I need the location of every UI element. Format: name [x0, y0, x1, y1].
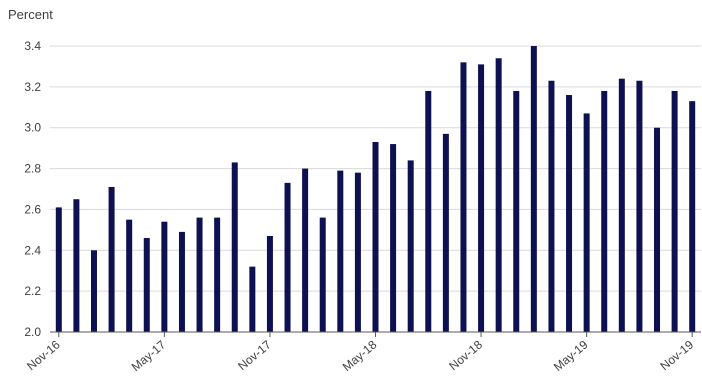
bar [566, 95, 573, 332]
y-tick-label: 3.0 [24, 121, 41, 135]
x-tick-label: May-18 [340, 337, 380, 374]
x-tick-label: May-17 [129, 337, 169, 374]
bar [548, 80, 555, 332]
x-tick-label: May-19 [551, 337, 591, 374]
bar [143, 238, 150, 332]
bar [266, 235, 273, 332]
bar [302, 168, 309, 332]
bar [460, 62, 467, 333]
bar [372, 142, 379, 332]
bar [618, 78, 625, 332]
x-tick-label: Nov-19 [657, 337, 696, 373]
bar [583, 113, 590, 332]
bar [530, 46, 537, 332]
bar [90, 250, 97, 332]
y-tick-label: 2.8 [24, 162, 41, 176]
x-tick-label: Nov-16 [24, 337, 63, 373]
bar [495, 58, 502, 332]
y-axis-ticks: 2.0 2.2 2.4 2.6 2.8 3.0 3.2 3.4 [24, 39, 41, 339]
x-tick-label: Nov-17 [235, 337, 274, 373]
bar-series [55, 46, 696, 333]
bar [425, 90, 432, 332]
bar [249, 266, 256, 332]
bar [126, 219, 133, 332]
y-tick-label: 2.4 [24, 243, 41, 257]
bar [161, 221, 168, 332]
bar [390, 144, 397, 332]
bar [231, 162, 238, 332]
bar [108, 186, 115, 332]
bar [654, 127, 661, 333]
y-tick-label: 2.6 [24, 202, 41, 216]
x-axis-ticks: Nov-16 May-17 Nov-17 May-18 Nov-18 May-19 Nov-… [24, 332, 696, 374]
bar [284, 182, 291, 332]
bar [478, 64, 485, 332]
y-tick-label: 3.4 [24, 39, 41, 53]
bar [671, 90, 678, 332]
x-tick-label: Nov-18 [446, 337, 485, 373]
y-tick-label: 2.0 [24, 325, 41, 339]
y-tick-label: 2.2 [24, 284, 41, 298]
bar [601, 90, 608, 332]
bar [513, 90, 520, 332]
y-tick-label: 3.2 [24, 80, 41, 94]
y-axis-unit-label: Percent [8, 7, 53, 22]
bar [319, 217, 326, 332]
bar [689, 101, 696, 332]
bar [636, 80, 643, 332]
bar [178, 231, 185, 332]
bar [337, 170, 344, 332]
bar [214, 217, 221, 332]
bar [73, 199, 80, 332]
bar [407, 160, 414, 332]
bar [196, 217, 203, 332]
bar [354, 172, 361, 332]
bar [442, 133, 449, 332]
bar [55, 207, 62, 332]
